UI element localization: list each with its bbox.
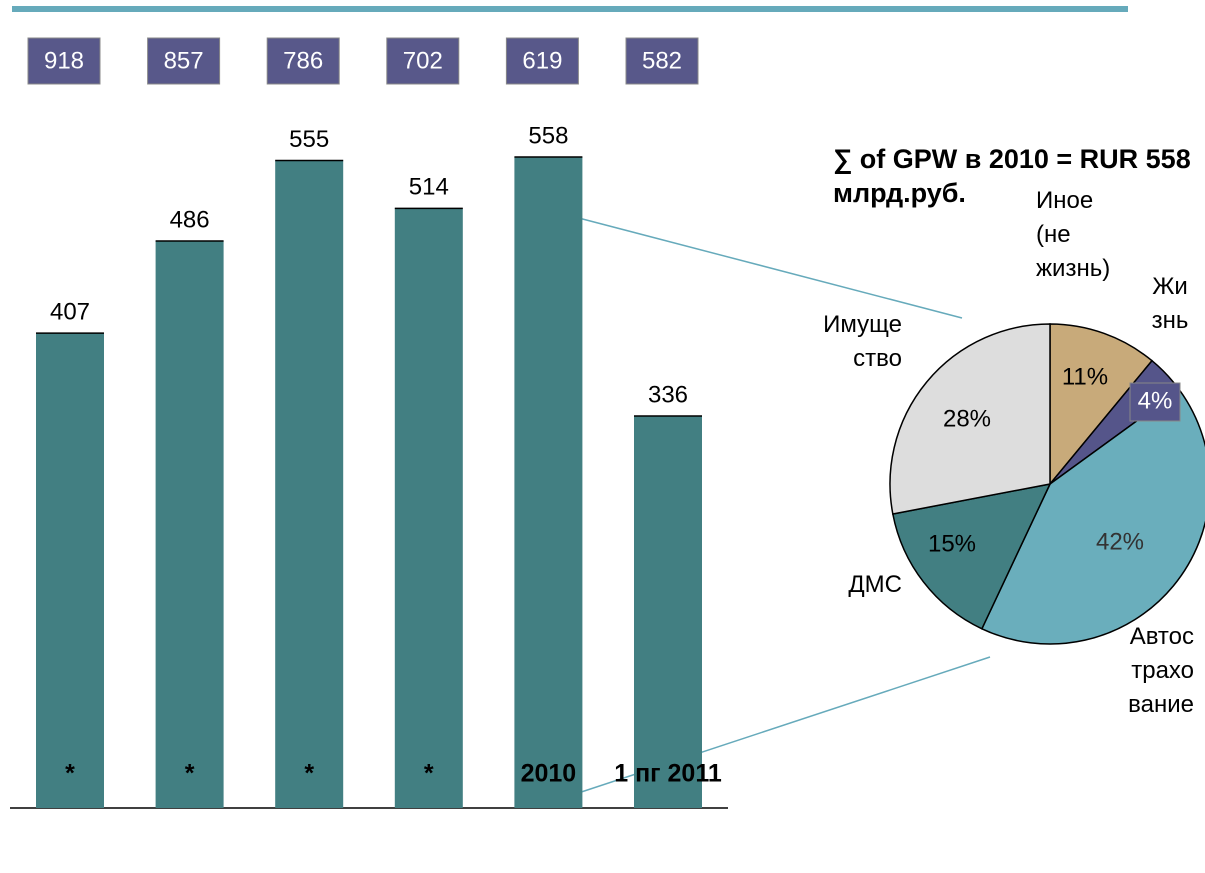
x-tick-label: 1 пг 2011: [614, 760, 722, 788]
value-label: 514: [409, 174, 449, 201]
x-tick-label: *: [185, 760, 195, 788]
value-label: 558: [528, 122, 568, 149]
bar: [634, 416, 702, 808]
pie-slice: [891, 482, 1052, 630]
pie-slice: [889, 323, 1051, 515]
pie-value-label: 15%: [928, 530, 976, 557]
total-box: [266, 37, 340, 85]
pie-category-label: Автострахование: [1128, 623, 1194, 718]
value-label: 407: [50, 299, 90, 326]
pie-title: ∑ of GPW в 2010 = RUR 558 млрд.руб.: [833, 144, 1191, 208]
total-box: [386, 37, 460, 85]
label-box: [1129, 382, 1181, 422]
pie-value-label: 4%: [1138, 387, 1173, 414]
total-label: 786: [283, 47, 323, 74]
bar: [514, 157, 583, 808]
total-box: [147, 37, 221, 85]
connector: [547, 209, 963, 319]
top-rule: [12, 6, 1128, 12]
x-tick-label: *: [65, 760, 75, 788]
pie-category-label: Жизнь: [1151, 273, 1189, 334]
total-label: 918: [44, 47, 84, 74]
x-tick-label: *: [424, 760, 434, 788]
bar: [36, 333, 104, 808]
pie-category-label: Иное (не жизнь): [1036, 187, 1111, 282]
pie-value-label: 28%: [943, 405, 991, 432]
bar: [275, 160, 344, 808]
total-box: [625, 37, 699, 85]
connector: [547, 656, 991, 804]
pie-category-label: Имущество: [823, 311, 902, 372]
x-tick-label: 2010: [521, 760, 577, 788]
bar: [394, 208, 463, 809]
total-label: 857: [164, 47, 204, 74]
total-box: [27, 37, 101, 85]
value-label: 555: [289, 126, 329, 153]
pie-slice: [1049, 323, 1154, 487]
pie-category-label: ДМС: [848, 571, 902, 598]
total-label: 702: [403, 47, 443, 74]
value-label: 486: [170, 206, 210, 233]
pie-value-label: 42%: [1096, 528, 1144, 555]
x-tick-label: *: [304, 760, 314, 788]
total-label: 619: [522, 47, 562, 74]
total-label: 582: [642, 47, 682, 74]
bar: [155, 241, 224, 808]
pie-slice: [980, 388, 1205, 645]
value-label: 336: [648, 381, 688, 408]
total-box: [505, 37, 579, 85]
pie-value-label: 11%: [1062, 363, 1108, 390]
